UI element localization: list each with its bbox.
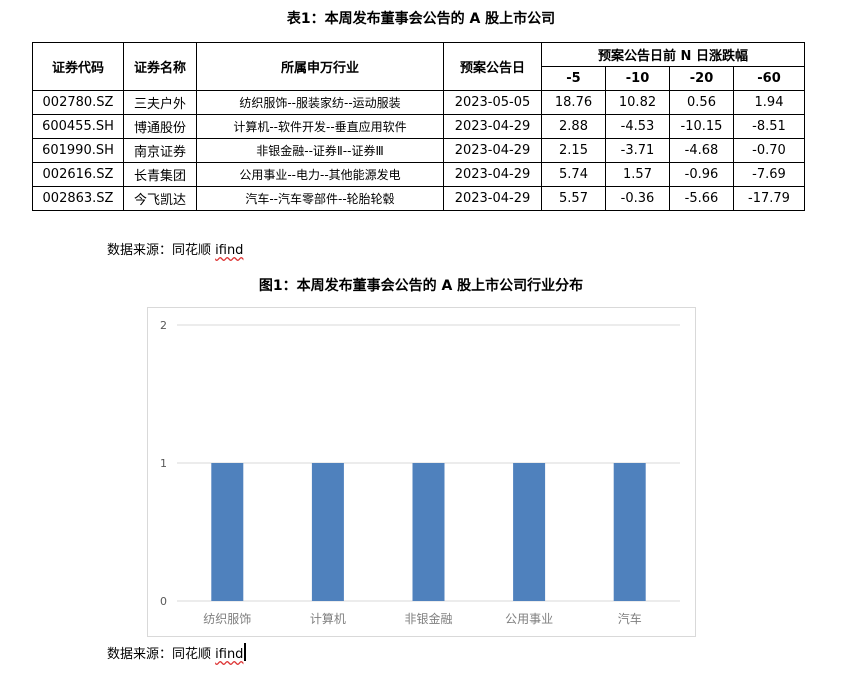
cell-date: 2023-04-29 xyxy=(443,162,542,187)
cell-c5: 2.88 xyxy=(541,114,606,139)
cell-industry: 纺织服饰--服装家纺--运动服装 xyxy=(196,90,444,115)
table-row: 002780.SZ 三夫户外 纺织服饰--服装家纺--运动服装 2023-05-… xyxy=(32,90,805,115)
y-tick-label: 1 xyxy=(160,457,167,470)
table-data-source: 数据来源：同花顺 ifind xyxy=(107,239,243,258)
cell-c5: 2.15 xyxy=(541,138,606,163)
x-tick-label: 公用事业 xyxy=(505,612,553,626)
header-n20: -20 xyxy=(669,66,734,91)
chart-area: 0 1 2 纺织服饰 计算机 非银金融 公用事业 汽车 xyxy=(147,307,696,637)
cell-c5: 5.74 xyxy=(541,162,606,187)
cell-code: 002616.SZ xyxy=(32,162,124,187)
source-ifind: ifind xyxy=(215,243,244,258)
cell-code: 002863.SZ xyxy=(32,186,124,211)
cell-c60: -0.70 xyxy=(733,138,805,163)
cell-industry: 汽车--汽车零部件--轮胎轮毂 xyxy=(196,186,444,211)
header-change-group: 预案公告日前 N 日涨跌幅 xyxy=(541,42,805,67)
header-name: 证券名称 xyxy=(123,42,197,91)
bar xyxy=(613,463,646,601)
cell-industry: 公用事业--电力--其他能源发电 xyxy=(196,162,444,187)
y-tick-label: 2 xyxy=(160,319,167,332)
cell-c10: 10.82 xyxy=(605,90,670,115)
cell-c10: -0.36 xyxy=(605,186,670,211)
source-prefix: 数据来源：同花顺 xyxy=(107,647,216,662)
cell-name: 今飞凯达 xyxy=(123,186,197,211)
cell-c10: -4.53 xyxy=(605,114,670,139)
cell-c20: -10.15 xyxy=(669,114,734,139)
table-row: 002616.SZ 长青集团 公用事业--电力--其他能源发电 2023-04-… xyxy=(32,162,805,187)
source-ifind: ifind xyxy=(215,647,244,662)
cell-c20: -4.68 xyxy=(669,138,734,163)
text-cursor xyxy=(244,643,247,661)
header-date: 预案公告日 xyxy=(443,42,542,91)
cell-c60: -8.51 xyxy=(733,114,805,139)
header-n60: -60 xyxy=(733,66,805,91)
header-industry: 所属申万行业 xyxy=(196,42,444,91)
bar xyxy=(412,463,445,601)
cell-name: 南京证券 xyxy=(123,138,197,163)
listed-companies-table: 证券代码 证券名称 所属申万行业 预案公告日 预案公告日前 N 日涨跌幅 -5 … xyxy=(32,42,805,211)
bar xyxy=(311,463,344,601)
cell-code: 002780.SZ xyxy=(32,90,124,115)
table-row: 600455.SH 博通股份 计算机--软件开发--垂直应用软件 2023-04… xyxy=(32,114,805,139)
cell-c10: -3.71 xyxy=(605,138,670,163)
source-prefix: 数据来源：同花顺 xyxy=(107,243,216,258)
cell-industry: 计算机--软件开发--垂直应用软件 xyxy=(196,114,444,139)
cell-code: 601990.SH xyxy=(32,138,124,163)
cell-c10: 1.57 xyxy=(605,162,670,187)
industry-bar-chart: 0 1 2 纺织服饰 计算机 非银金融 公用事业 汽车 xyxy=(160,319,680,626)
bar xyxy=(211,463,244,601)
cell-c5: 18.76 xyxy=(541,90,606,115)
cell-name: 博通股份 xyxy=(123,114,197,139)
cell-name: 长青集团 xyxy=(123,162,197,187)
x-tick-label: 计算机 xyxy=(310,611,346,626)
cell-date: 2023-05-05 xyxy=(443,90,542,115)
cell-name: 三夫户外 xyxy=(123,90,197,115)
cell-date: 2023-04-29 xyxy=(443,186,542,211)
table-title: 表1：本周发布董事会公告的 A 股上市公司 xyxy=(286,11,556,27)
cell-c60: 1.94 xyxy=(733,90,805,115)
cell-date: 2023-04-29 xyxy=(443,138,542,163)
cell-c5: 5.57 xyxy=(541,186,606,211)
cell-c60: -7.69 xyxy=(733,162,805,187)
cell-code: 600455.SH xyxy=(32,114,124,139)
y-tick-label: 0 xyxy=(160,595,167,608)
header-n5: -5 xyxy=(541,66,606,91)
header-code: 证券代码 xyxy=(32,42,124,91)
chart-title: 图1：本周发布董事会公告的 A 股上市公司行业分布 xyxy=(258,278,584,294)
table-row: 002863.SZ 今飞凯达 汽车--汽车零部件--轮胎轮毂 2023-04-2… xyxy=(32,186,805,211)
cell-c20: 0.56 xyxy=(669,90,734,115)
x-tick-label: 非银金融 xyxy=(404,611,452,626)
cell-c20: -0.96 xyxy=(669,162,734,187)
cell-c20: -5.66 xyxy=(669,186,734,211)
cell-date: 2023-04-29 xyxy=(443,114,542,139)
bar xyxy=(513,463,546,601)
header-n10: -10 xyxy=(605,66,670,91)
cell-c60: -17.79 xyxy=(733,186,805,211)
chart-data-source: 数据来源：同花顺 ifind xyxy=(107,643,247,662)
cell-industry: 非银金融--证券Ⅱ--证券Ⅲ xyxy=(196,138,444,163)
x-tick-label: 纺织服饰 xyxy=(203,612,251,626)
x-tick-label: 汽车 xyxy=(618,611,642,626)
table-row: 601990.SH 南京证券 非银金融--证券Ⅱ--证券Ⅲ 2023-04-29… xyxy=(32,138,805,163)
